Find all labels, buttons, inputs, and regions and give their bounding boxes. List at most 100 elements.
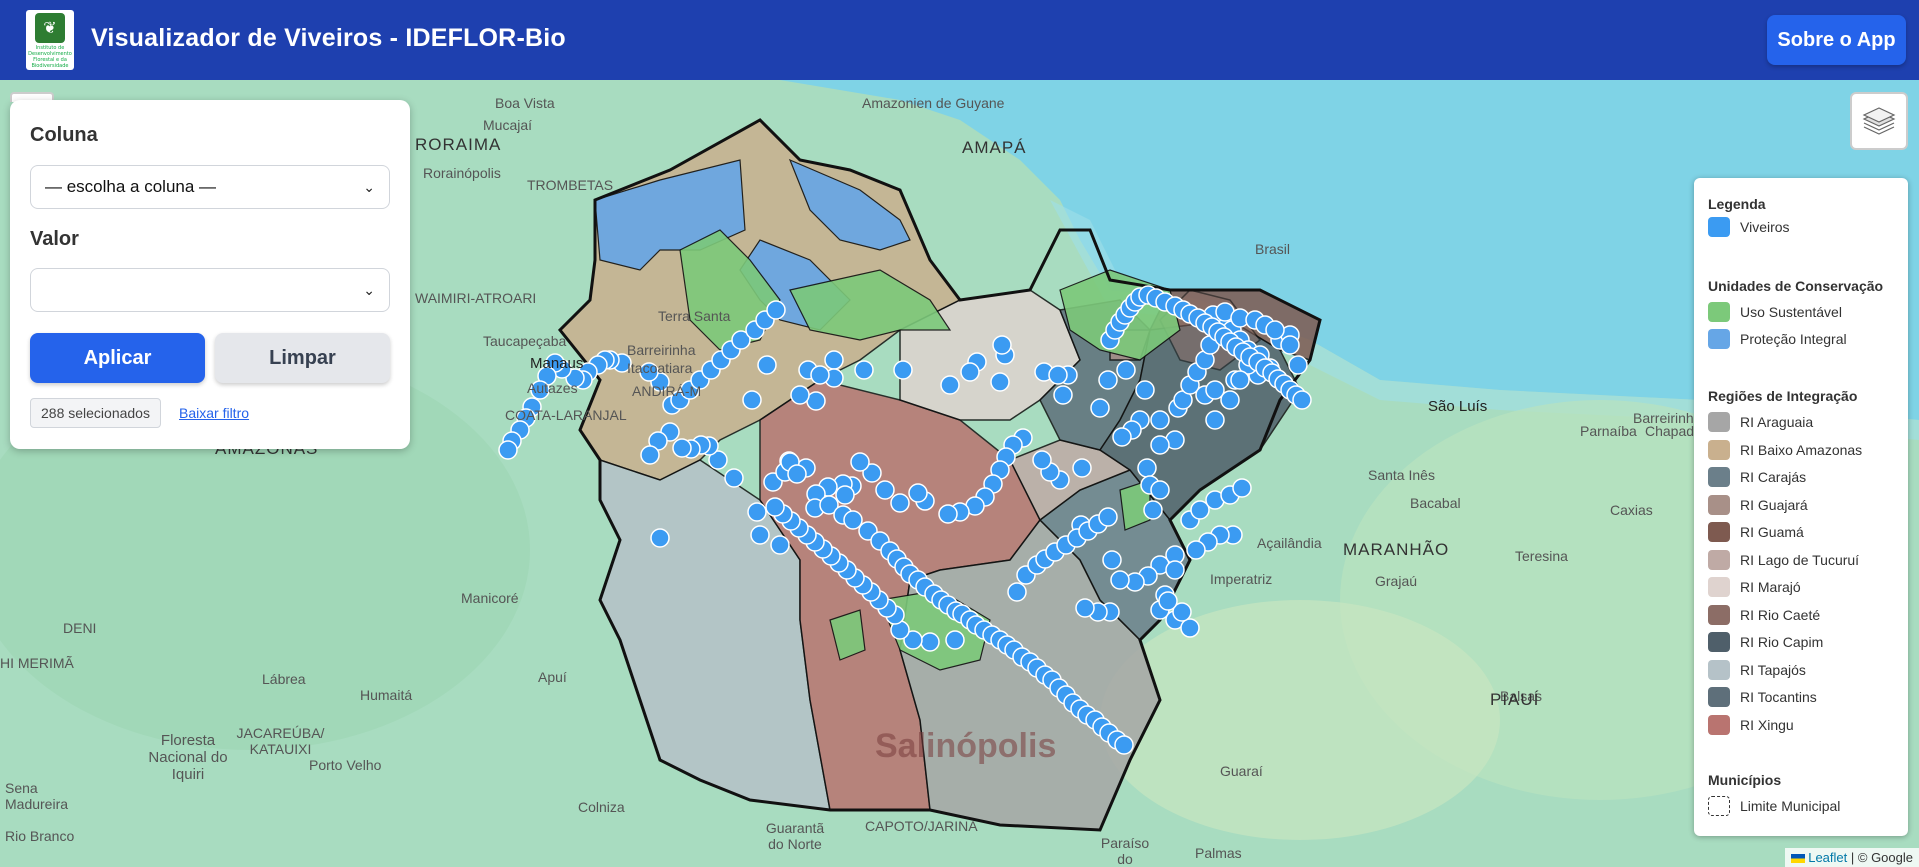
about-app-button[interactable]: Sobre o App: [1767, 15, 1906, 65]
viveiro-marker[interactable]: [650, 528, 670, 548]
viveiro-marker[interactable]: [1172, 602, 1192, 622]
viveiro-marker[interactable]: [750, 525, 770, 545]
viveiro-marker[interactable]: [1090, 398, 1110, 418]
viveiro-marker[interactable]: [1205, 410, 1225, 430]
viveiro-marker[interactable]: [824, 350, 844, 370]
viveiro-marker[interactable]: [1180, 618, 1200, 638]
viveiro-marker[interactable]: [1232, 478, 1252, 498]
viveiro-marker[interactable]: [708, 450, 728, 470]
viveiro-marker[interactable]: [1072, 458, 1092, 478]
viveiro-marker[interactable]: [960, 362, 980, 382]
viveiro-marker[interactable]: [530, 380, 550, 400]
viveiro-marker[interactable]: [940, 375, 960, 395]
legend-item-ri: RI Guajará: [1708, 494, 1808, 516]
ideflor-logo: ❦ Instituto de Desenvolvimento Florestal…: [26, 10, 74, 70]
viveiro-marker[interactable]: [1186, 540, 1206, 560]
viveiro-marker[interactable]: [945, 630, 965, 650]
viveiro-marker[interactable]: [1110, 570, 1130, 590]
viveiro-marker[interactable]: [920, 632, 940, 652]
viveiro-marker[interactable]: [843, 510, 863, 530]
viveiro-marker[interactable]: [1292, 390, 1312, 410]
map-label: Autazes: [527, 380, 578, 396]
viveiro-marker[interactable]: [1150, 435, 1170, 455]
viveiro-marker[interactable]: [1075, 598, 1095, 618]
viveiro-marker[interactable]: [790, 385, 810, 405]
apply-button[interactable]: Aplicar: [30, 333, 205, 383]
viveiro-marker[interactable]: [990, 372, 1010, 392]
viveiro-marker[interactable]: [1135, 380, 1155, 400]
viveiro-marker[interactable]: [854, 360, 874, 380]
viveiro-marker[interactable]: [992, 335, 1012, 355]
map-label: Brasil: [1255, 241, 1291, 257]
map-canvas[interactable]: Amazonien de Guyane Boa Vista Mucajaí RO…: [0, 80, 1919, 867]
viveiro-marker[interactable]: [1007, 582, 1027, 602]
flag-icon: [1790, 854, 1805, 864]
viveiro-marker[interactable]: [1137, 458, 1157, 478]
viveiro-marker[interactable]: [765, 497, 785, 517]
viveiro-marker[interactable]: [766, 300, 786, 320]
viveiro-marker[interactable]: [757, 355, 777, 375]
viveiro-marker[interactable]: [835, 485, 855, 505]
viveiro-marker[interactable]: [819, 495, 839, 515]
viveiro-marker[interactable]: [908, 483, 928, 503]
legend-item-label: RI Rio Caeté: [1740, 606, 1821, 623]
map-label: Barreirinha: [627, 342, 696, 358]
viveiro-marker[interactable]: [890, 493, 910, 513]
viveiro-marker[interactable]: [1032, 450, 1052, 470]
viveiro-marker[interactable]: [1280, 335, 1300, 355]
viveiro-marker[interactable]: [903, 630, 923, 650]
viveiro-marker[interactable]: [1150, 410, 1170, 430]
viveiro-marker[interactable]: [770, 535, 790, 555]
viveiro-marker[interactable]: [1048, 365, 1068, 385]
viveiro-marker[interactable]: [787, 464, 807, 484]
viveiro-marker[interactable]: [1150, 480, 1170, 500]
viveiro-marker[interactable]: [1205, 380, 1225, 400]
viveiro-marker[interactable]: [1230, 370, 1250, 390]
viveiro-marker[interactable]: [1102, 550, 1122, 570]
download-filter-link[interactable]: Baixar filtro: [179, 405, 250, 421]
legend-item-ri: RI Carajás: [1708, 466, 1806, 488]
map-svg: [0, 80, 1919, 840]
viveiro-marker[interactable]: [1116, 360, 1136, 380]
viveiro-marker[interactable]: [639, 362, 659, 382]
legend-swatch: [1708, 217, 1730, 237]
viveiro-marker[interactable]: [1158, 591, 1178, 611]
leaflet-link[interactable]: Leaflet: [1808, 850, 1848, 865]
layers-control-button[interactable]: [1850, 92, 1908, 150]
viveiro-marker[interactable]: [1112, 427, 1132, 447]
viveiro-marker[interactable]: [1098, 507, 1118, 527]
viveiro-marker[interactable]: [875, 480, 895, 500]
zoom-control[interactable]: [10, 92, 54, 102]
viveiro-marker[interactable]: [498, 440, 518, 460]
viveiro-marker[interactable]: [1098, 370, 1118, 390]
viveiro-marker[interactable]: [672, 438, 692, 458]
viveiro-marker[interactable]: [1165, 560, 1185, 580]
viveiro-marker[interactable]: [850, 452, 870, 472]
viveiro-marker[interactable]: [731, 330, 751, 350]
viveiro-marker[interactable]: [938, 504, 958, 524]
clear-button[interactable]: Limpar: [215, 333, 390, 383]
viveiro-marker[interactable]: [1265, 320, 1285, 340]
viveiro-marker[interactable]: [1143, 500, 1163, 520]
viveiro-marker[interactable]: [862, 463, 882, 483]
viveiro-marker[interactable]: [747, 502, 767, 522]
value-select[interactable]: ⌄: [30, 268, 390, 312]
layers-icon: [1862, 107, 1896, 135]
viveiro-marker[interactable]: [1190, 500, 1210, 520]
viveiro-marker[interactable]: [1220, 390, 1240, 410]
viveiro-marker[interactable]: [1114, 735, 1134, 755]
legend-swatch: [1708, 302, 1730, 322]
map-label: JACAREÚBA/ KATAUIXI: [236, 725, 325, 757]
para-state-outline: [557, 118, 1322, 832]
viveiro-marker[interactable]: [724, 468, 744, 488]
viveiro-marker[interactable]: [742, 390, 762, 410]
viveiro-marker[interactable]: [1288, 355, 1308, 375]
map-label: Rio Branco: [5, 828, 75, 844]
viveiro-marker[interactable]: [893, 360, 913, 380]
column-select[interactable]: — escolha a coluna — ⌄: [30, 165, 390, 209]
viveiro-marker[interactable]: [1053, 385, 1073, 405]
viveiro-marker[interactable]: [810, 365, 830, 385]
map-legend: Legenda Viveiros Unidades de Conservação…: [1694, 178, 1908, 836]
viveiro-marker[interactable]: [640, 445, 660, 465]
map-label: Imperatriz: [1210, 571, 1273, 587]
